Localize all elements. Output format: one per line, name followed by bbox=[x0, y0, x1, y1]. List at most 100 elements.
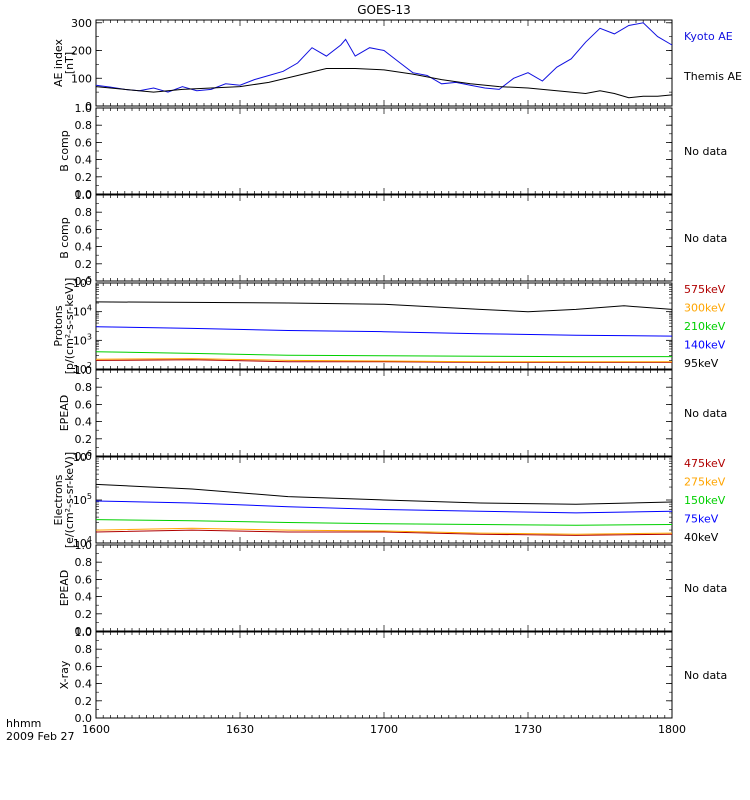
y-tick-label: 0.2 bbox=[75, 171, 93, 184]
y-tick-label: 106 bbox=[73, 449, 92, 464]
y-tick-label: 103 bbox=[73, 332, 92, 347]
series-line-300kev bbox=[95, 358, 672, 363]
legend-40kev: 40keV bbox=[684, 531, 719, 544]
no-data-label: No data bbox=[684, 145, 727, 158]
series-line-575kev bbox=[95, 359, 672, 363]
y-tick-label: 100 bbox=[71, 72, 92, 85]
series-line-210kev bbox=[95, 351, 672, 358]
y-tick-label: 0.8 bbox=[75, 206, 93, 219]
panel-b1: 0.0 0.2 0.4 0.6 0.8 1.0 B comp No data bbox=[58, 102, 727, 201]
panel-frame bbox=[95, 631, 673, 719]
series-line-themis-ae bbox=[95, 68, 673, 99]
y-axis-label: [e/(cm²-s-sr-keV)] bbox=[63, 452, 76, 548]
y-tick-label: 104 bbox=[73, 304, 92, 319]
no-data-label: No data bbox=[684, 582, 727, 595]
x-tick-label: 1800 bbox=[658, 723, 686, 736]
y-tick-label: 0.6 bbox=[75, 398, 93, 411]
series-line-75kev bbox=[95, 500, 673, 514]
panel-b2: 0.0 0.2 0.4 0.6 0.8 1.0 B comp No data bbox=[58, 189, 727, 288]
y-tick-label: 0.4 bbox=[75, 678, 93, 691]
legend-95kev: 95keV bbox=[684, 357, 719, 370]
y-tick-label: 1.0 bbox=[75, 189, 93, 202]
y-tick-label: 0 bbox=[85, 100, 92, 113]
y-tick-label: 1.0 bbox=[75, 364, 93, 377]
panel-epead2: 0.0 0.2 0.4 0.6 0.8 1.0 EPEAD No data bbox=[58, 539, 727, 638]
y-tick-label: 0.2 bbox=[75, 433, 93, 446]
y-tick-label: 0.6 bbox=[75, 660, 93, 673]
y-tick-label: 0.4 bbox=[75, 416, 93, 429]
panel-protons: 102 103 104 105 Protons[p/(cm²-s-sr-keV)] 575… bbox=[52, 275, 726, 376]
y-axis-label: X-ray bbox=[58, 660, 71, 689]
legend-150kev: 150keV bbox=[684, 494, 726, 507]
y-tick-label: 0.8 bbox=[75, 119, 93, 132]
y-tick-label: 0.4 bbox=[75, 241, 93, 254]
series-line-95kev bbox=[95, 301, 673, 313]
y-tick-label: 0.8 bbox=[75, 556, 93, 569]
series-line-475kev bbox=[95, 529, 673, 536]
y-tick-label: 200 bbox=[71, 45, 92, 58]
series-line-140kev bbox=[95, 326, 673, 337]
legend-themis-ae: Themis AE bbox=[683, 70, 742, 83]
y-tick-label: 0.2 bbox=[75, 258, 93, 271]
y-tick-label: 0.8 bbox=[75, 643, 93, 656]
panel-xray: 0.0 0.2 0.4 0.6 0.8 1.0 X-ray No data 1600 1630 17… bbox=[58, 626, 727, 736]
footer-hhmm: hhmm bbox=[6, 717, 41, 730]
y-axis-label: [nT] bbox=[63, 52, 76, 74]
y-tick-label: 300 bbox=[71, 17, 92, 30]
plot-title: GOES-13 bbox=[357, 3, 411, 17]
legend-75kev: 75keV bbox=[684, 513, 719, 526]
y-axis-label: [p/(cm²-s-sr-keV)] bbox=[63, 278, 76, 375]
y-tick-label: 0.6 bbox=[75, 573, 93, 586]
y-tick-label: 0.0 bbox=[75, 450, 93, 463]
series-line-kyoto-ae bbox=[95, 22, 673, 93]
legend-300kev: 300keV bbox=[684, 302, 726, 315]
legend-575kev: 575keV bbox=[684, 283, 726, 296]
footer-date: 2009 Feb 27 bbox=[6, 730, 74, 743]
y-axis-label: B comp bbox=[58, 217, 71, 259]
legend-210kev: 210keV bbox=[684, 320, 726, 333]
y-tick-label: 0.4 bbox=[75, 154, 93, 167]
x-tick-label: 1700 bbox=[370, 723, 398, 736]
y-tick-label: 0.2 bbox=[75, 608, 93, 621]
y-axis-label: EPEAD bbox=[58, 395, 71, 432]
panel-frame bbox=[95, 544, 673, 632]
y-axis-label: EPEAD bbox=[58, 570, 71, 607]
panel-frame bbox=[95, 107, 673, 195]
y-axis-label: Electrons bbox=[52, 474, 65, 525]
panel-frame bbox=[95, 194, 673, 282]
y-tick-label: 0.8 bbox=[75, 381, 93, 394]
y-tick-label: 102 bbox=[73, 361, 92, 376]
y-tick-label: 0.0 bbox=[75, 188, 93, 201]
legend-140kev: 140keV bbox=[684, 339, 726, 352]
x-tick-label: 1730 bbox=[514, 723, 542, 736]
panel-frame bbox=[95, 369, 673, 457]
series-line-40kev bbox=[95, 483, 673, 505]
y-tick-label: 0.0 bbox=[75, 625, 93, 638]
y-tick-label: 1.0 bbox=[75, 626, 93, 639]
y-tick-label: 105 bbox=[73, 492, 92, 507]
y-tick-label: 0.2 bbox=[75, 695, 93, 708]
y-tick-label: 0.6 bbox=[75, 136, 93, 149]
panel-electrons: 104 105 106 Electrons[e/(cm²-s-sr-keV)] 475k… bbox=[52, 449, 726, 550]
y-tick-label: 1.0 bbox=[75, 539, 93, 552]
legend-475kev: 475keV bbox=[684, 457, 726, 470]
panel-ae: 0 100 200 300 AE index[nT] Kyoto AE Themis AE bbox=[52, 17, 742, 113]
x-tick-label: 1630 bbox=[226, 723, 254, 736]
series-line-275kev bbox=[95, 527, 673, 535]
series-line-150kev bbox=[95, 519, 673, 526]
y-tick-label: 105 bbox=[73, 275, 92, 290]
y-tick-label: 1.0 bbox=[75, 102, 93, 115]
y-axis-label: Protons bbox=[52, 305, 65, 346]
y-axis-label: B comp bbox=[58, 130, 71, 172]
panel-epead1: 0.0 0.2 0.4 0.6 0.8 1.0 EPEAD No data bbox=[58, 364, 727, 463]
y-tick-label: 104 bbox=[73, 535, 92, 550]
x-tick-label: 1600 bbox=[82, 723, 110, 736]
y-tick-label: 0.0 bbox=[75, 712, 93, 725]
y-tick-label: 0.0 bbox=[75, 275, 93, 288]
legend-kyoto-ae: Kyoto AE bbox=[684, 30, 733, 43]
no-data-label: No data bbox=[684, 232, 727, 245]
no-data-label: No data bbox=[684, 407, 727, 420]
y-axis-label: AE index bbox=[52, 38, 65, 87]
